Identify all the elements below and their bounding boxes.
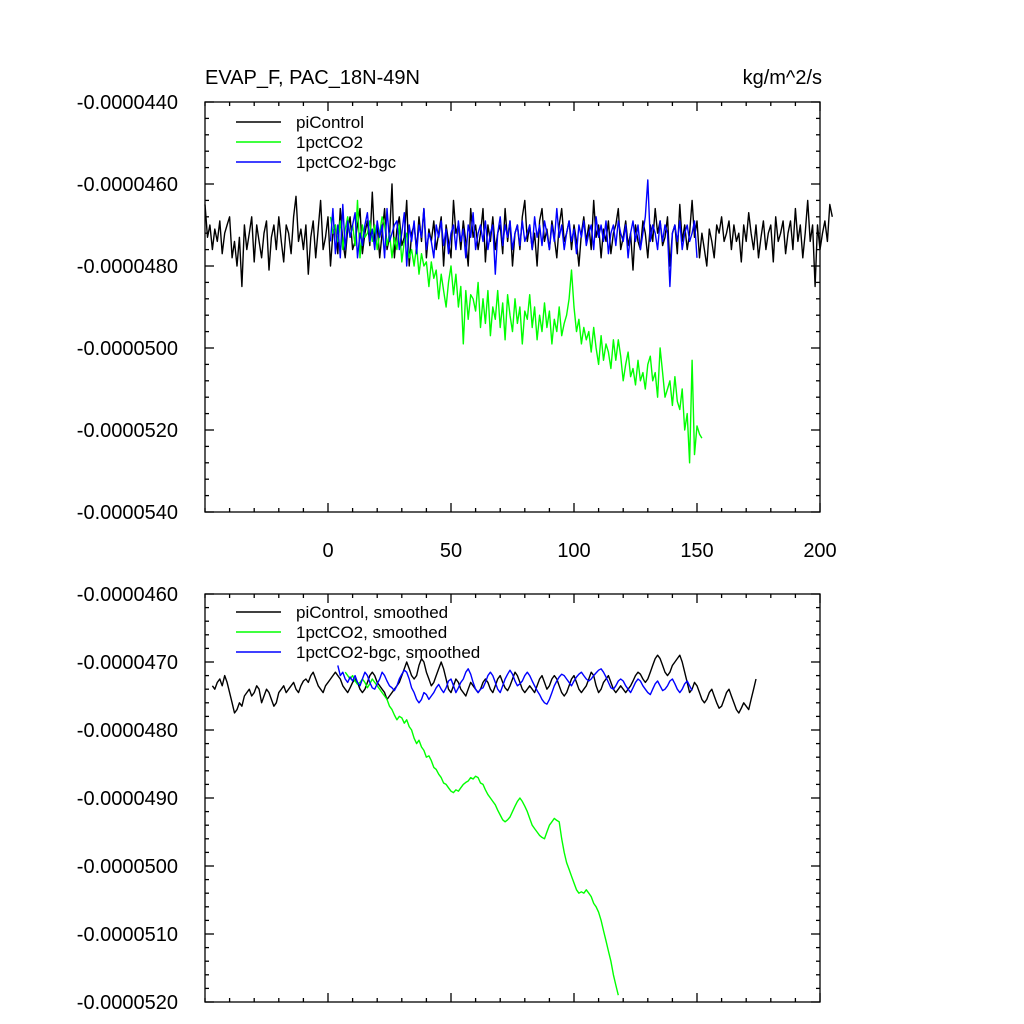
chart-title-units: kg/m^2/s bbox=[743, 67, 822, 89]
x-tick-label: 150 bbox=[680, 540, 713, 562]
y-tick-label: -0.0000440 bbox=[77, 92, 178, 114]
y-tick-label: -0.0000460 bbox=[77, 174, 178, 196]
y-tick-label: -0.0000520 bbox=[77, 420, 178, 442]
legend-label-picontrol: piControl bbox=[296, 113, 364, 132]
y-tick-label: -0.0000500 bbox=[77, 338, 178, 360]
plot-frame bbox=[204, 101, 821, 513]
y-tick-label: -0.0000460 bbox=[77, 584, 178, 606]
y-tick-label: -0.0000500 bbox=[77, 856, 178, 878]
legend-label-1pctco2-bgc-smoothed: 1pctCO2-bgc, smoothed bbox=[296, 643, 480, 662]
y-tick-label: -0.0000490 bbox=[77, 788, 178, 810]
series-line-1pctco2-bgc bbox=[329, 179, 698, 288]
y-tick-label: -0.0000510 bbox=[77, 924, 178, 946]
top-panel: EVAP_F, PAC_18N-49N kg/m^2/s -0.0000440 -… bbox=[77, 67, 837, 562]
legend-label-1pctco2-smoothed: 1pctCO2, smoothed bbox=[296, 623, 447, 642]
series-line-1pctco2-smoothed bbox=[344, 671, 619, 996]
x-tick-label: 0 bbox=[322, 540, 333, 562]
x-tick-label: 100 bbox=[557, 540, 590, 562]
x-tick-label: 50 bbox=[440, 540, 462, 562]
bottom-panel: -0.0000460 -0.0000470 -0.0000480 -0.0000490… bbox=[77, 584, 821, 1014]
y-tick-label: -0.0000480 bbox=[77, 256, 178, 278]
legend-label-1pctco2: 1pctCO2 bbox=[296, 133, 363, 152]
x-tick-label: 200 bbox=[803, 540, 836, 562]
series-line-picontrol-smoothed bbox=[211, 654, 757, 714]
legend-label-picontrol-smoothed: piControl, smoothed bbox=[296, 603, 448, 622]
chart-title-left: EVAP_F, PAC_18N-49N bbox=[205, 67, 420, 89]
y-tick-label: -0.0000480 bbox=[77, 720, 178, 742]
series-line-1pctco2-bgc-smoothed bbox=[337, 665, 693, 705]
y-tick-label: -0.0000520 bbox=[77, 992, 178, 1014]
y-tick-label: -0.0000540 bbox=[77, 502, 178, 524]
y-tick-label: -0.0000470 bbox=[77, 652, 178, 674]
legend-label-1pctco2-bgc: 1pctCO2-bgc bbox=[296, 153, 397, 172]
series-line-1pctco2 bbox=[329, 199, 703, 464]
